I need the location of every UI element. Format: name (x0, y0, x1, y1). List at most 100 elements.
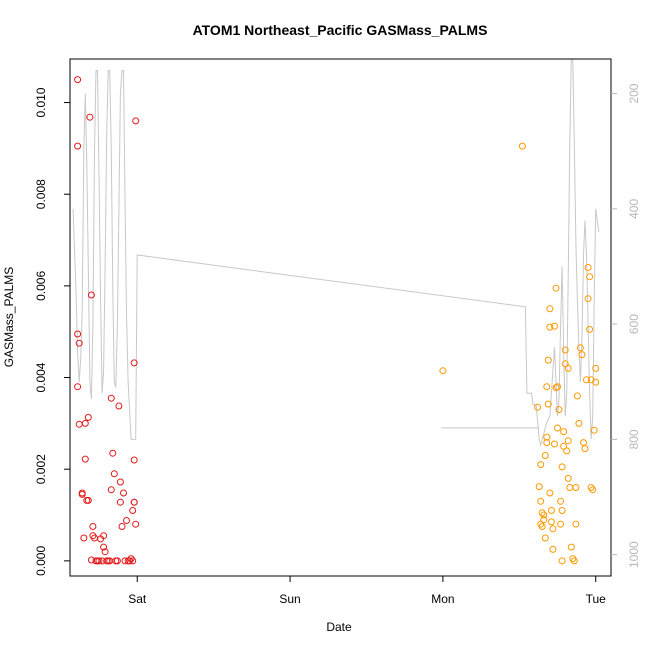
data-point (81, 419, 89, 427)
data-point (590, 426, 598, 434)
data-point (123, 517, 130, 524)
x-tick-label: Tue (586, 592, 607, 606)
data-point (100, 543, 108, 551)
data-point (86, 113, 94, 121)
y2-tick-label: 800 (627, 429, 641, 449)
data-point (120, 489, 127, 497)
data-point (538, 509, 546, 517)
data-point (551, 322, 558, 330)
axes-layer: Sat Sun Mon Tue 0.000 0.002 0.004 0.006 0.008 0.0… (34, 58, 641, 606)
x-tick-label: Mon (431, 592, 454, 606)
data-point (557, 497, 565, 505)
data-point (584, 295, 592, 303)
data-point (572, 484, 580, 491)
data-point (80, 534, 88, 542)
data-point (584, 264, 592, 271)
data-point (75, 420, 83, 428)
data-point (110, 470, 118, 478)
data-point (592, 364, 600, 372)
data-point (534, 403, 542, 411)
data-point (538, 523, 546, 530)
data-point (537, 497, 545, 505)
y-tick-label: 0.010 (34, 87, 48, 117)
data-point (586, 273, 594, 281)
y-axis-label: GASMass_PALMS (2, 267, 16, 367)
data-point (566, 484, 574, 491)
data-point (78, 490, 86, 498)
data-point (101, 548, 109, 556)
data-point (547, 507, 555, 514)
y-tick-label: 0.000 (34, 546, 48, 576)
data-point (129, 557, 137, 565)
data-point (132, 520, 140, 528)
series-flight-1 (74, 76, 140, 565)
y-tick-label: 0.004 (34, 362, 48, 392)
data-point (563, 447, 571, 455)
data-point (581, 445, 589, 453)
data-point (546, 323, 554, 331)
altitude-layer (72, 59, 600, 448)
data-point (115, 402, 123, 410)
data-point (573, 392, 581, 400)
x-tick-label: Sun (279, 592, 300, 606)
data-point (564, 364, 572, 372)
data-point (558, 507, 566, 514)
data-point (558, 557, 566, 565)
data-point (74, 76, 82, 84)
data-point (84, 496, 92, 504)
data-point (116, 498, 124, 506)
data-point (555, 406, 563, 414)
data-point (540, 516, 548, 524)
data-point (564, 437, 572, 445)
data-point (113, 557, 121, 565)
data-point (544, 356, 552, 364)
y-tick-label: 0.006 (34, 271, 48, 301)
data-point (586, 325, 594, 333)
y-tick-label: 0.008 (34, 179, 48, 209)
data-point (546, 305, 554, 313)
data-point (592, 378, 600, 386)
data-point (74, 142, 82, 150)
data-point (576, 344, 584, 352)
data-point (75, 339, 83, 347)
data-point (129, 507, 137, 514)
data-point (95, 557, 103, 565)
data-point (561, 346, 569, 354)
data-point (549, 545, 557, 553)
data-point (564, 474, 572, 482)
data-point (537, 461, 545, 469)
data-point (121, 557, 129, 565)
data-point (580, 439, 587, 447)
data-point (130, 359, 138, 367)
plot-frame (69, 58, 612, 577)
data-point (549, 525, 557, 533)
data-point (546, 489, 554, 497)
data-point (552, 284, 560, 292)
data-point (118, 523, 126, 530)
data-point (81, 455, 89, 463)
data-point (109, 449, 117, 457)
data-point (116, 478, 124, 486)
data-point (547, 518, 555, 526)
data-point (518, 142, 526, 150)
data-point (578, 351, 586, 359)
data-point (552, 384, 560, 392)
data-point (540, 511, 548, 519)
data-point (544, 400, 552, 408)
data-point (74, 383, 82, 391)
data-point (74, 330, 82, 338)
y2-tick-label: 200 (627, 83, 641, 103)
y2-tick-label: 1000 (627, 541, 641, 568)
data-point (130, 456, 138, 464)
data-point (130, 498, 138, 506)
data-point (589, 486, 597, 494)
data-point (87, 291, 95, 299)
data-point (132, 117, 140, 125)
data-point (543, 383, 551, 391)
data-point (100, 532, 108, 540)
data-point (541, 534, 549, 542)
altitude-trace-line (72, 59, 600, 448)
data-point (558, 463, 566, 471)
series-flight-2 (439, 142, 600, 565)
